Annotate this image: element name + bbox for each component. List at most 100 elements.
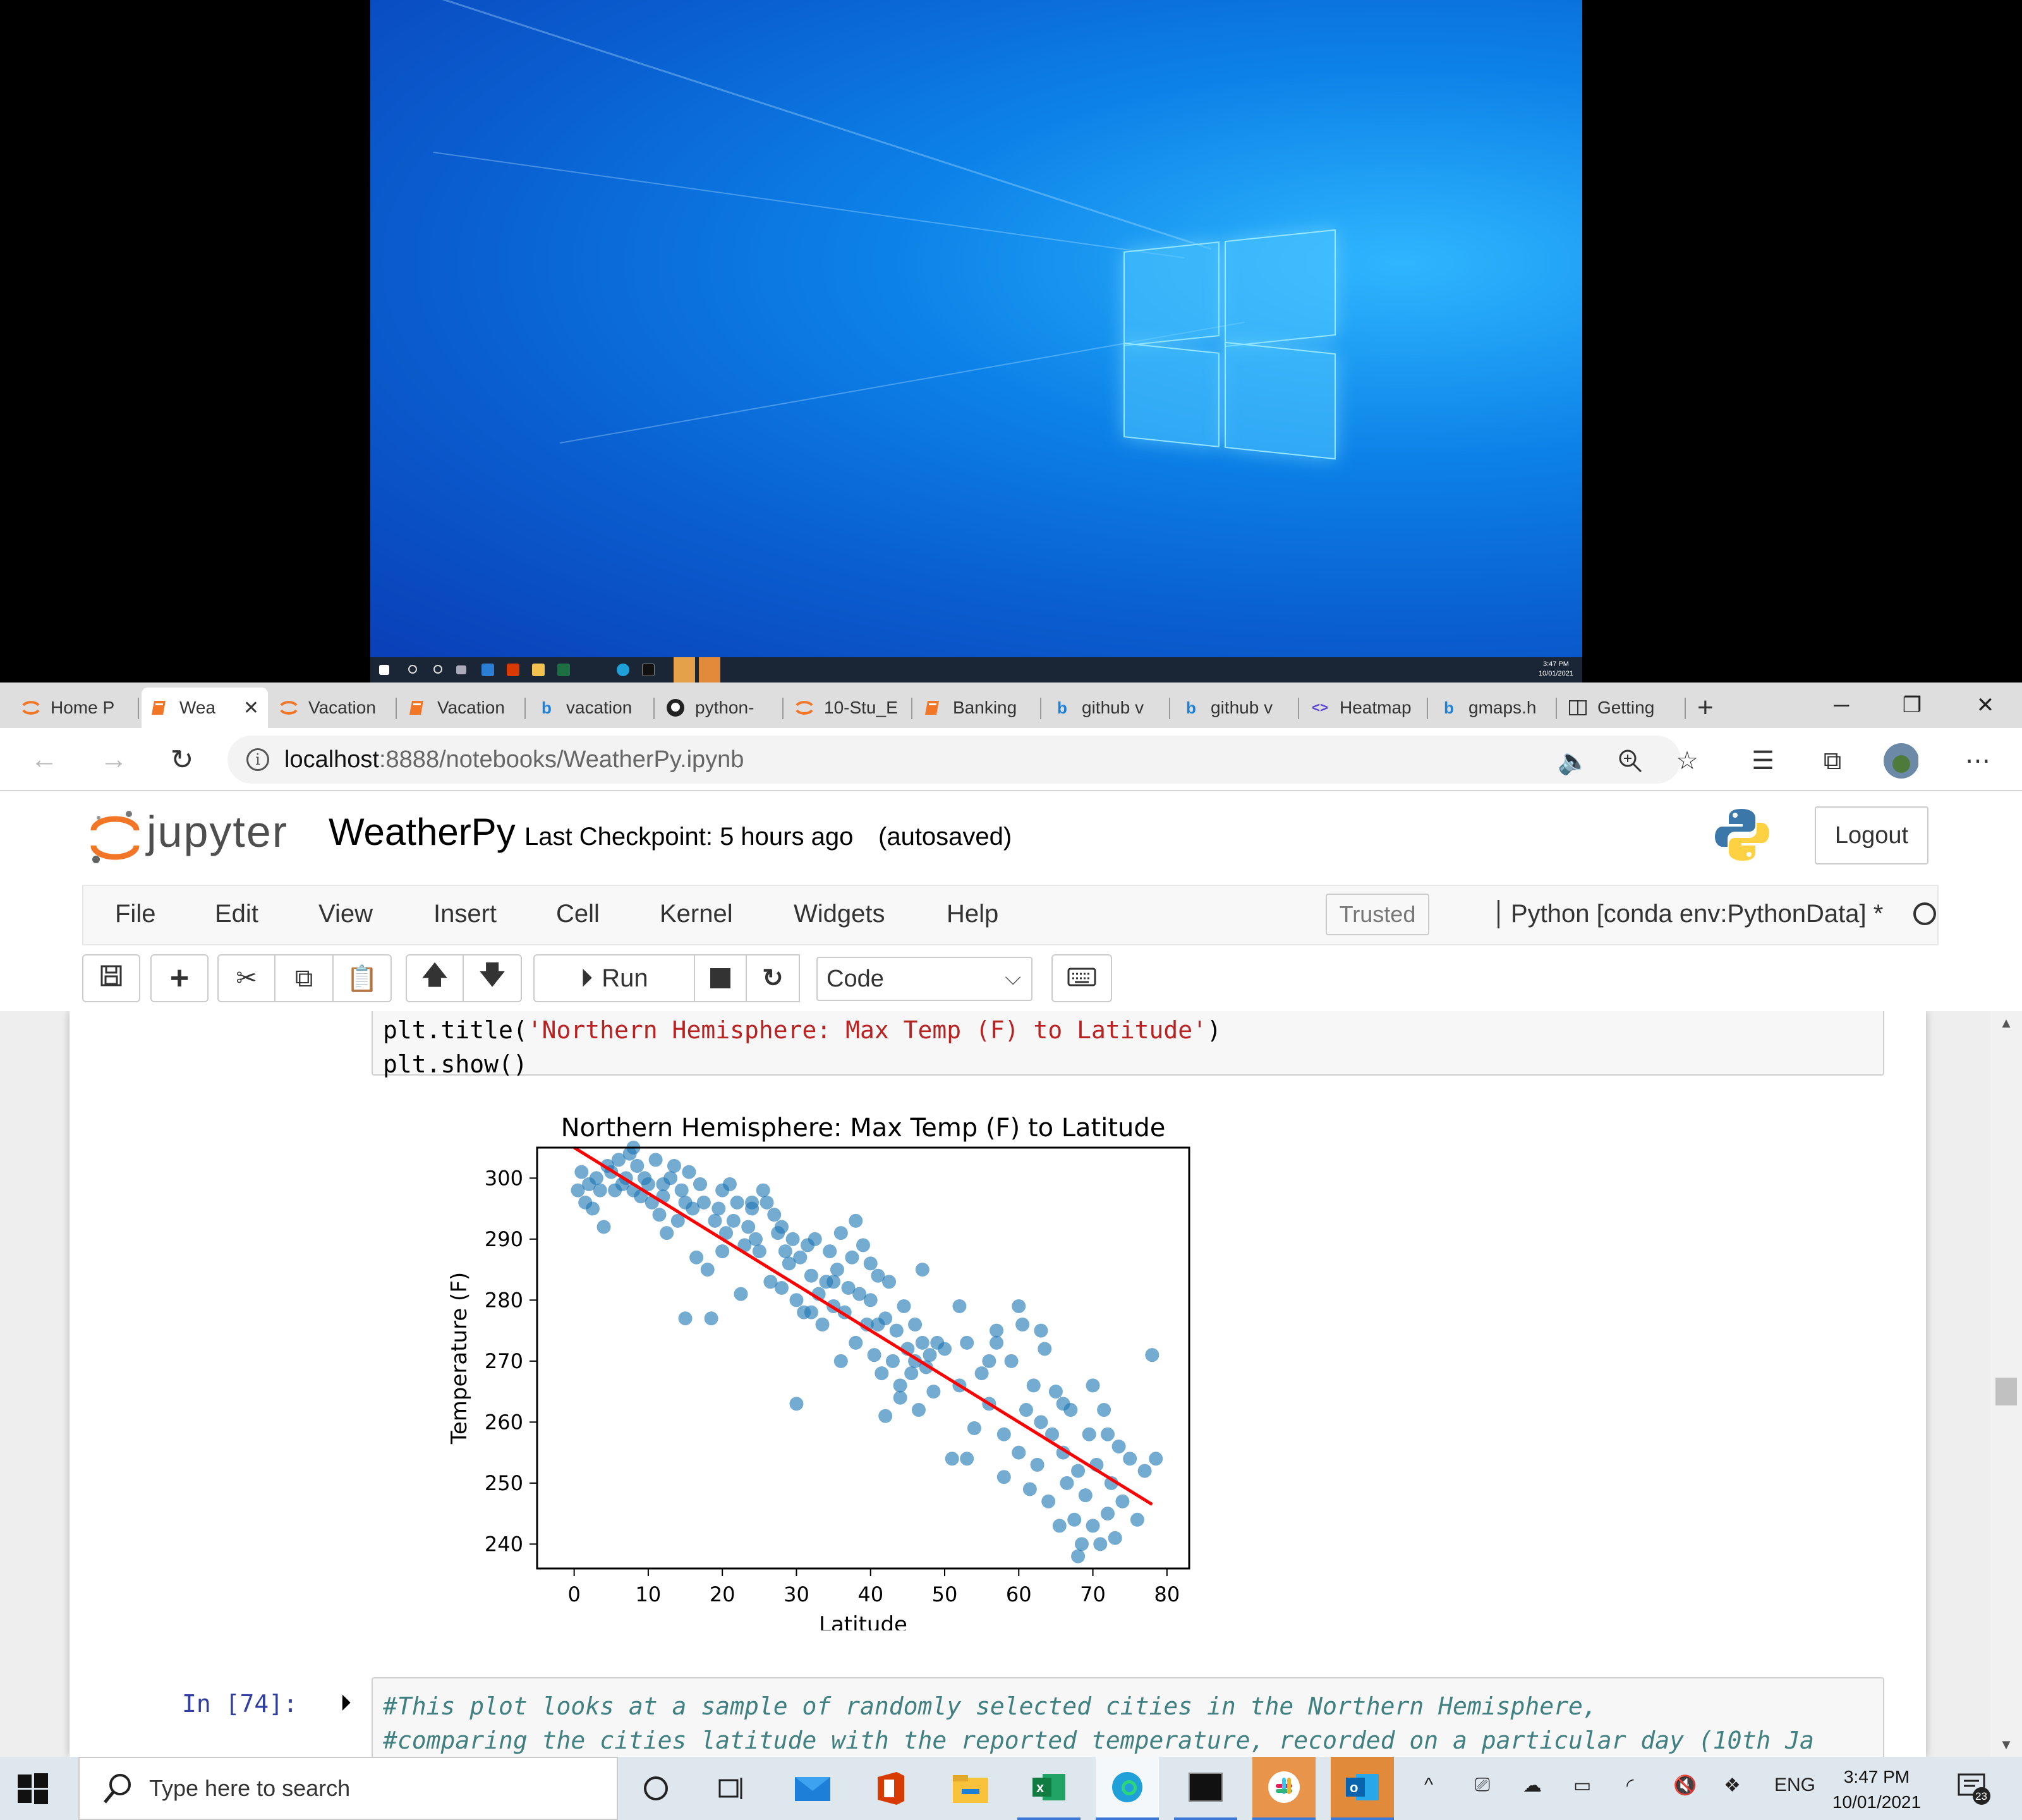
file-explorer-icon[interactable] (532, 664, 545, 676)
task-view-button[interactable] (700, 1757, 763, 1820)
tab-vacation-1[interactable]: Vacation (270, 688, 397, 728)
code-cell[interactable]: plt.title('Northern Hemisphere: Max Temp… (372, 1011, 1884, 1078)
office-icon[interactable] (507, 664, 519, 676)
new-tab-button[interactable]: + (1688, 688, 1726, 728)
language-indicator[interactable]: ENG (1774, 1774, 1816, 1795)
menu-edit[interactable]: Edit (215, 900, 258, 928)
tab-python[interactable]: python- (657, 688, 784, 728)
onedrive-icon[interactable]: ☁ (1523, 1775, 1542, 1796)
meet-now-icon[interactable]: ⎚ (1475, 1774, 1490, 1795)
jupyter-brand[interactable]: jupyter (147, 807, 289, 856)
profile-avatar-icon[interactable] (1883, 743, 1918, 779)
edge-app-icon[interactable] (1096, 1757, 1159, 1820)
vertical-scrollbar[interactable]: ▲ ▼ (1990, 1011, 2022, 1757)
terminal-icon[interactable] (642, 664, 655, 676)
restore-button[interactable]: ❐ (1902, 693, 1922, 717)
scrollbar-thumb[interactable] (1995, 1378, 2017, 1405)
battery-icon[interactable]: ▭ (1573, 1775, 1592, 1796)
office-app-icon[interactable] (859, 1757, 923, 1820)
scroll-up-icon[interactable]: ▲ (1999, 1015, 2013, 1031)
menu-cell[interactable]: Cell (556, 900, 600, 928)
start-button[interactable] (16, 1772, 49, 1805)
save-button[interactable] (82, 954, 140, 1002)
jupyter-logo-icon[interactable] (90, 809, 140, 866)
read-aloud-icon[interactable]: 🔈 (1558, 747, 1589, 775)
outlook-app-icon[interactable]: o (1331, 1757, 1394, 1820)
forward-button[interactable]: → (100, 744, 128, 775)
tab-heatmap[interactable]: <> Heatmap (1302, 688, 1428, 728)
copy-button[interactable]: ⧉ (274, 954, 334, 1002)
terminal-app-icon[interactable] (1174, 1757, 1237, 1820)
notebook-name[interactable]: WeatherPy (329, 811, 516, 853)
cell-type-select[interactable]: Code ⌵ (816, 957, 1032, 1001)
site-info-icon[interactable]: i (246, 748, 269, 771)
menu-file[interactable]: File (115, 900, 156, 928)
tab-home[interactable]: Home P (13, 688, 139, 728)
interrupt-button[interactable] (694, 954, 747, 1002)
slack-icon[interactable] (674, 657, 695, 682)
tab-getting[interactable]: Getting (1559, 688, 1686, 728)
excel-icon[interactable] (557, 664, 570, 676)
notification-center-icon[interactable]: 23 (1956, 1771, 1992, 1806)
menu-kernel[interactable]: Kernel (660, 900, 733, 928)
cut-button[interactable]: ✂ (217, 954, 275, 1002)
menu-widgets[interactable]: Widgets (794, 900, 885, 928)
code-cell[interactable]: #This plot looks at a sample of randomly… (372, 1677, 1884, 1757)
move-down-button[interactable]: 🡇 (463, 954, 522, 1002)
move-up-button[interactable]: 🡅 (406, 954, 464, 1002)
command-palette-button[interactable] (1051, 954, 1112, 1002)
close-window-button[interactable]: ✕ (1976, 693, 1995, 717)
search-icon[interactable] (408, 665, 417, 674)
tab-gmaps[interactable]: b gmaps.h (1431, 688, 1557, 728)
run-button[interactable]: ⏵ Run (533, 954, 695, 1002)
slack-app-icon[interactable] (1252, 1757, 1316, 1820)
trusted-badge[interactable]: Trusted (1326, 894, 1429, 935)
notebook-scroll-area[interactable]: plt.title('Northern Hemisphere: Max Temp… (0, 1011, 2022, 1757)
dropbox-icon[interactable]: ❖ (1724, 1775, 1741, 1796)
secondary-clock: 3:47 PM 10/01/2021 (1538, 660, 1573, 677)
taskbar-search-input[interactable]: Type here to search (78, 1757, 618, 1820)
mail-icon[interactable] (481, 664, 494, 676)
favorites-list-icon[interactable]: ☰ (1752, 747, 1774, 775)
menu-insert[interactable]: Insert (433, 900, 497, 928)
url-input[interactable]: i localhost:8888/notebooks/WeatherPy.ipy… (227, 736, 1681, 784)
start-icon[interactable] (379, 665, 389, 675)
collections-icon[interactable]: ⧉ (1823, 746, 1842, 775)
close-tab-icon[interactable]: ✕ (243, 697, 259, 719)
menu-view[interactable]: View (318, 900, 373, 928)
mail-app-icon[interactable] (781, 1757, 844, 1820)
tab-weatherpy[interactable]: Wea ✕ (142, 688, 268, 728)
file-explorer-icon[interactable] (939, 1757, 1002, 1820)
insert-cell-button[interactable]: + (150, 954, 209, 1002)
outlook-icon[interactable] (699, 657, 720, 682)
taskbar-clock[interactable]: 3:47 PM 10/01/2021 (1832, 1767, 1922, 1812)
tab-10-stu[interactable]: 10-Stu_E (786, 688, 912, 728)
logout-button[interactable]: Logout (1815, 806, 1928, 864)
refresh-button[interactable]: ↻ (170, 744, 194, 775)
edge-icon[interactable] (617, 664, 629, 676)
minimize-button[interactable]: ─ (1833, 693, 1849, 717)
volume-muted-icon[interactable]: 🔇 (1673, 1775, 1697, 1796)
tab-github-1[interactable]: b github v (1044, 688, 1170, 728)
tab-banking[interactable]: Banking (915, 688, 1041, 728)
back-button[interactable]: ← (30, 744, 58, 775)
tab-github-2[interactable]: b github v (1173, 688, 1299, 728)
cortana-button[interactable] (624, 1757, 687, 1820)
cortana-icon[interactable] (433, 665, 442, 674)
tab-vacation-3[interactable]: b vacation (528, 688, 655, 728)
scroll-down-icon[interactable]: ▼ (1999, 1737, 2013, 1752)
run-cell-icon[interactable]: ⏵ (340, 1690, 351, 1716)
more-options-icon[interactable]: ⋯ (1965, 747, 1990, 775)
menu-help[interactable]: Help (947, 900, 999, 928)
zoom-icon[interactable] (1613, 743, 1648, 779)
excel-app-icon[interactable]: x (1017, 1757, 1081, 1820)
restart-button[interactable]: ↻ (746, 954, 800, 1002)
wifi-icon[interactable]: ◜ (1626, 1775, 1634, 1796)
show-hidden-icons-icon[interactable]: ^ (1424, 1774, 1434, 1795)
paste-button[interactable]: 📋 (332, 954, 392, 1002)
kernel-name[interactable]: Python [conda env:PythonData] * (1498, 900, 1883, 928)
task-view-icon[interactable] (456, 665, 466, 674)
tab-vacation-2[interactable]: Vacation (399, 688, 526, 728)
y-tick-label: 280 (485, 1288, 523, 1312)
favorite-star-icon[interactable]: ☆ (1676, 747, 1698, 775)
